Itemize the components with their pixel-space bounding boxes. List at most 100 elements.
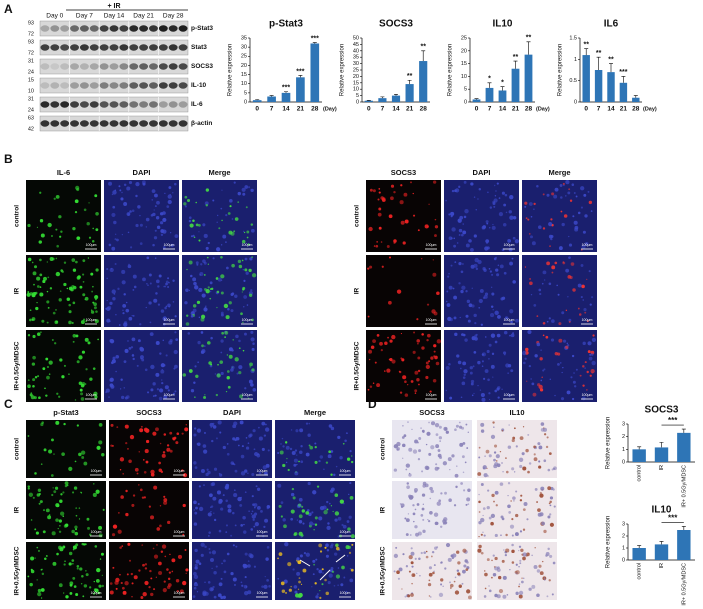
cell-dot [277,557,279,560]
chart-title: p-Stat3 [269,19,303,30]
cell-dot [433,512,439,517]
cell-dot [127,448,129,450]
cell-dot [547,547,550,551]
x-tick-label: 14 [282,106,290,113]
cell-dot [219,360,224,364]
cell-dot [55,518,59,522]
scale-bar-label: 100μm [242,393,253,397]
cell-dot [250,223,254,226]
cell-dot [87,526,91,530]
cell-dot [78,355,83,360]
cell-dot [46,300,50,304]
cell-dot [570,376,573,379]
cell-dot [301,505,304,508]
cell-dot [188,289,191,292]
cell-dot [562,182,565,186]
cell-dot [27,334,31,337]
scale-bar-label: 100μm [257,591,268,595]
cell-dot [90,309,93,311]
cell-dot [433,355,436,358]
cell-dot [43,276,47,281]
cell-dot [92,367,96,370]
cell-dot [553,467,556,470]
cell-dot [47,222,52,228]
cell-dot [533,564,538,569]
cell-dot [202,444,207,448]
cell-dot [586,370,589,374]
cell-dot [398,567,403,572]
cell-dot [572,288,576,292]
cell-dot [334,511,340,516]
cell-dot [471,304,475,308]
cell-dot [314,523,318,526]
cell-dot [551,319,555,323]
y-tick-label: 5 [464,87,467,93]
bar [378,98,387,102]
cell-dot [234,524,237,527]
cell-dot [243,295,248,299]
cell-dot [560,196,563,199]
cell-dot [461,285,466,290]
blot-marker: 24 [28,69,34,75]
cell-dot [503,330,508,335]
cell-dot [34,265,38,269]
cell-dot [326,525,331,531]
cell-dot [540,486,545,491]
cell-dot [384,370,386,372]
cell-dot [396,289,402,294]
micrograph: 100μm [109,420,189,478]
cell-dot [423,551,427,554]
cell-dot [128,316,133,321]
cell-dot [401,588,403,590]
cell-dot [153,485,158,490]
cell-dot [296,557,300,561]
bar [252,100,262,102]
y-tick-label: 30 [241,45,247,51]
cell-dot [316,485,320,488]
cell-dot [94,395,98,399]
cell-dot [496,273,500,277]
cell-dot [528,462,532,465]
cell-dot [431,550,435,554]
cell-dot [558,338,563,343]
blot-band [60,44,70,51]
cell-dot [28,492,34,497]
cell-dot [80,320,85,325]
cell-dot [546,436,549,439]
cell-dot [552,561,556,565]
column-header: IL10 [509,408,524,417]
cell-dot [490,521,494,526]
cell-dot [311,586,313,588]
blot-band [168,120,178,127]
cell-dot [550,237,553,241]
cell-dot [282,463,286,468]
blot-band [149,63,158,70]
cell-dot [175,338,179,342]
cell-dot [204,201,209,206]
cell-dot [143,496,146,499]
cell-dot [242,268,245,271]
cell-dot [546,193,550,197]
cell-dot [490,305,494,308]
cell-dot [509,194,514,200]
cell-dot [62,491,65,494]
y-tick-label: 2 [622,533,625,539]
cell-dot [502,351,507,355]
cell-dot [108,243,112,247]
cell-dot [487,475,489,477]
cell-dot [142,563,145,567]
cell-dot [405,468,408,471]
cell-dot [27,291,30,294]
cell-dot [250,289,253,292]
scale-bar-label: 100μm [174,591,185,595]
blot-band [149,44,158,51]
cell-dot [429,390,432,393]
cell-dot [536,342,541,347]
cell-dot [184,205,187,208]
cell-dot [480,429,485,433]
cell-dot [160,221,164,225]
cell-dot [462,569,466,574]
cell-dot [235,334,239,339]
cell-dot [32,384,35,388]
cell-dot [57,527,59,530]
